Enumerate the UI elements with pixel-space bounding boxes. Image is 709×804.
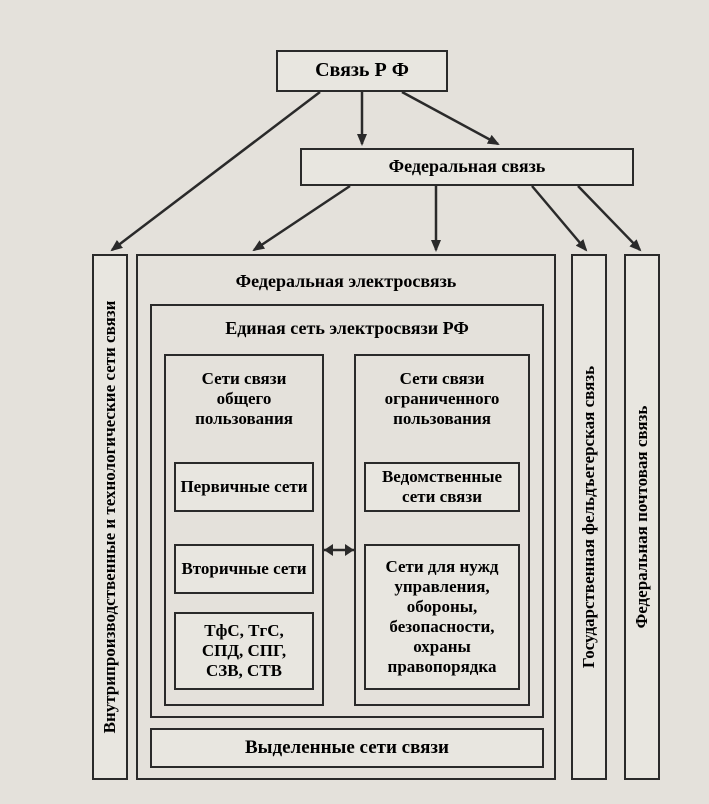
node-needs-label: Сети для нужд управления, обороны, безоп… xyxy=(374,557,510,677)
node-internal-label: Внутрипроизводственные и технологические… xyxy=(100,301,120,734)
diagram-stage: Связь Р Ф Федеральная связь Внутрипроизв… xyxy=(0,0,709,804)
node-postal: Федеральная почтовая связь xyxy=(624,254,660,780)
node-dedicated-label: Выделенные сети связи xyxy=(245,737,449,759)
node-feld: Государственная фельдъегерская связь xyxy=(571,254,607,780)
node-root-label: Связь Р Ф xyxy=(315,59,409,83)
node-abbr: ТфС, ТгС, СПД, СПГ, СЗВ, СТВ xyxy=(174,612,314,690)
node-federal-label: Федеральная связь xyxy=(389,156,546,177)
node-public: Сети связи общего пользования xyxy=(170,362,318,436)
node-feld-label: Государственная фельдъегерская связь xyxy=(579,366,599,668)
node-internal: Внутрипроизводственные и технологические… xyxy=(92,254,128,780)
node-primary: Первичные сети xyxy=(174,462,314,512)
node-unified-label: Единая сеть электросвязи РФ xyxy=(225,318,469,339)
node-abbr-label: ТфС, ТгС, СПД, СПГ, СЗВ, СТВ xyxy=(182,621,306,681)
node-restricted: Сети связи ограниченного пользования xyxy=(360,362,524,436)
node-primary-label: Первичные сети xyxy=(180,477,307,497)
node-dept-label: Ведомственные сети связи xyxy=(370,467,514,507)
node-unified: Единая сеть электросвязи РФ xyxy=(160,314,534,344)
node-dept: Ведомственные сети связи xyxy=(364,462,520,512)
node-root: Связь Р Ф xyxy=(276,50,448,92)
node-fedelectro: Федеральная электросвязь xyxy=(148,266,544,298)
node-fedelectro-label: Федеральная электросвязь xyxy=(236,271,457,292)
node-secondary-label: Вторичные сети xyxy=(181,559,306,579)
node-needs: Сети для нужд управления, обороны, безоп… xyxy=(364,544,520,690)
node-secondary: Вторичные сети xyxy=(174,544,314,594)
node-public-label: Сети связи общего пользования xyxy=(176,369,312,429)
node-restricted-label: Сети связи ограниченного пользования xyxy=(366,369,518,429)
node-dedicated: Выделенные сети связи xyxy=(150,728,544,768)
node-federal: Федеральная связь xyxy=(300,148,634,186)
node-postal-label: Федеральная почтовая связь xyxy=(632,406,652,629)
